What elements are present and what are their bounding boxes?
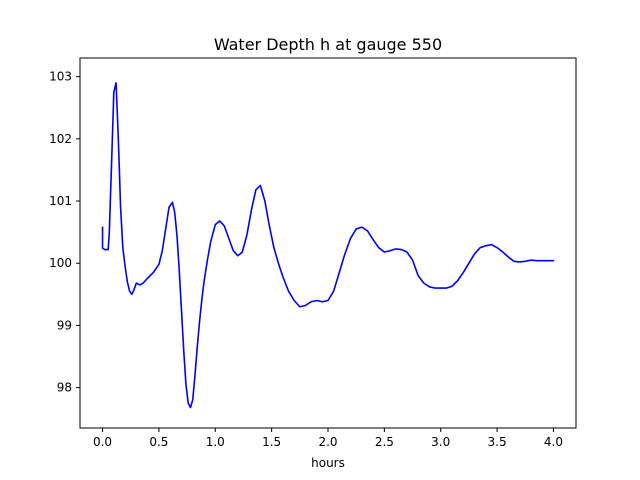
x-tick-label: 2.5 — [375, 435, 394, 449]
chart-title: Water Depth h at gauge 550 — [214, 35, 442, 54]
x-tick-label: 4.0 — [544, 435, 563, 449]
x-tick-label: 0.0 — [93, 435, 112, 449]
x-axis-label: hours — [311, 456, 345, 470]
x-tick-label: 1.0 — [206, 435, 225, 449]
y-tick-label: 101 — [49, 194, 72, 208]
x-tick-label: 1.5 — [262, 435, 281, 449]
x-tick-label: 0.5 — [149, 435, 168, 449]
x-tick-label: 2.0 — [318, 435, 337, 449]
y-tick-label: 102 — [49, 132, 72, 146]
series-line — [101, 82, 555, 409]
x-tick-label: 3.0 — [431, 435, 450, 449]
y-tick-label: 98 — [57, 381, 72, 395]
axes-frame — [79, 57, 577, 429]
x-axis: 0.0 0.5 1.0 1.5 2.0 2.5 3.0 3.5 4.0 — [93, 428, 563, 449]
y-tick-label: 103 — [49, 70, 72, 84]
plot-area — [101, 82, 555, 409]
x-tick-label: 3.5 — [488, 435, 507, 449]
y-tick-label: 99 — [57, 318, 72, 332]
y-tick-label: 100 — [49, 256, 72, 270]
y-axis: 98 99 100 101 102 103 — [49, 70, 80, 395]
